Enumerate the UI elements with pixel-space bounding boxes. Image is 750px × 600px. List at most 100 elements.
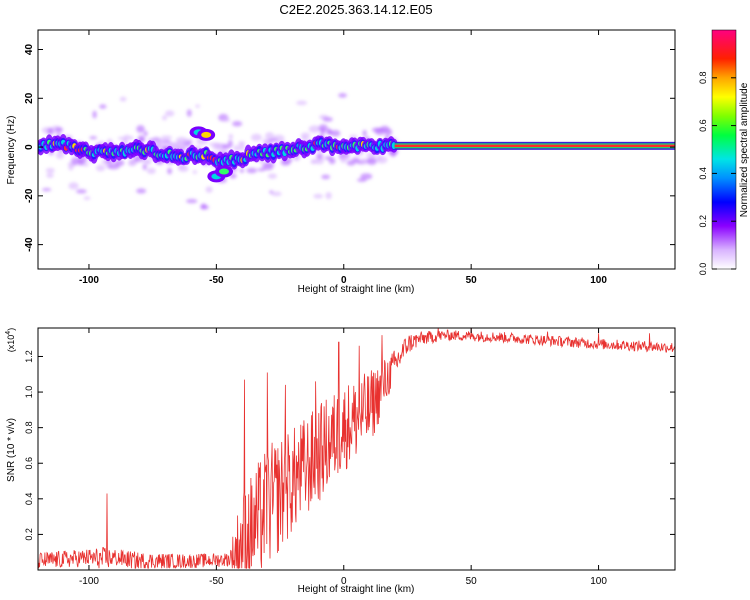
snr-xtick-label: 50 [466, 576, 478, 587]
spectrogram-xlabel: Height of straight line (km) [298, 284, 415, 295]
snr-ytick-label: 1.2 [24, 350, 34, 363]
spectrogram-ridge [38, 126, 398, 183]
spectrogram-blob [167, 167, 173, 175]
spectrogram-blob [195, 104, 200, 108]
spectrogram-blob [271, 191, 282, 197]
snr-ylabel: SNR (10 * v/v) [6, 418, 17, 482]
spectrogram-blob [262, 162, 274, 171]
spectrogram-xtick-label: 0 [341, 275, 347, 286]
spectrogram-blob [330, 130, 341, 137]
snr-scale-label: (x104) [5, 328, 16, 352]
spectrogram-blob [46, 173, 54, 178]
spectrogram-blob [136, 125, 145, 133]
spectrogram-blob [339, 154, 351, 160]
colorbar-tick-label: 0.6 [698, 119, 708, 132]
spectrogram-blob [322, 116, 333, 122]
snr-scale-prefix: (x10 [6, 335, 16, 353]
spectrogram-blob [134, 156, 139, 162]
spectrogram-blob [221, 144, 231, 150]
spectrogram-blob [119, 96, 127, 102]
spectrogram-blob [227, 139, 233, 148]
spectrogram-blob [136, 188, 147, 194]
spectrogram-blob [380, 125, 390, 132]
spectrogram-blob [318, 124, 328, 132]
spectrogram-blob [99, 104, 107, 109]
snr-xtick-label: 100 [590, 576, 607, 587]
spectrogram-blob [316, 152, 324, 160]
spectrogram-side-blob-core [201, 131, 212, 138]
spectrogram-side-blob-core [219, 168, 230, 175]
spectrogram-blob [129, 136, 134, 140]
spectrogram-blob [313, 193, 324, 199]
snr-frame [37, 327, 676, 571]
spectrogram-blob [107, 163, 120, 170]
spectrogram-blob [54, 127, 64, 133]
colorbar-tick-label: 0.4 [698, 167, 708, 180]
spectrogram-ytick-label: 0 [24, 144, 35, 150]
spectrogram-xtick-label: -100 [79, 275, 99, 286]
svg-text:(x104): (x104) [5, 328, 16, 352]
spectrogram-blob [228, 133, 234, 140]
spectrogram-blob [250, 133, 262, 142]
colorbar-tick-label: 0.2 [698, 215, 708, 228]
spectrogram-blob [55, 151, 65, 160]
spectrogram-blob [232, 121, 243, 127]
spectrogram-blob [152, 138, 164, 144]
spectrogram-blob [352, 157, 360, 163]
spectrogram-blob [340, 158, 347, 164]
snr-series-line [38, 328, 675, 569]
chart-title: C2E2.2025.363.14.12.E05 [279, 2, 432, 17]
spectrogram-blob [186, 198, 198, 204]
spectrogram-blob [233, 145, 240, 152]
colorbar-label: Normalized spectral amplitude [739, 82, 750, 217]
spectrogram-blob [89, 136, 98, 140]
spectrogram-blob [267, 173, 277, 179]
colorbar: 0.0 0.2 0.4 0.6 0.8 Normalized spectral ampl… [698, 29, 750, 275]
spectrogram-blob [246, 167, 258, 174]
spectrogram-blob [176, 140, 183, 146]
spectrogram-blob [162, 115, 168, 121]
colorbar-tick-label: 0.8 [698, 72, 708, 85]
spectrogram-xtick-label: 100 [590, 275, 607, 286]
spectrogram-ytick-label: 20 [24, 92, 35, 104]
spectrogram-blob [296, 100, 308, 106]
snr-xtick-label: 0 [341, 576, 347, 587]
spectrogram-blob [192, 170, 198, 174]
spectrogram-blob [366, 157, 378, 166]
snr-xtick-label: -50 [209, 576, 224, 587]
spectrogram-blob [300, 132, 311, 139]
spectrogram-blob [75, 189, 87, 194]
spectrogram-blob [143, 130, 148, 137]
spectrogram-blob [260, 160, 265, 164]
spectrogram-blob [238, 143, 245, 152]
spectrogram-blob [68, 164, 74, 171]
spectrogram-blob [376, 156, 388, 164]
spectrogram-blob [45, 168, 55, 174]
spectrogram-blob [338, 93, 347, 98]
spectrogram-blob [308, 125, 321, 133]
spectrogram-ytick-label: 40 [24, 44, 35, 56]
spectrogram-blob [186, 109, 192, 117]
spectrogram-blob [208, 142, 221, 147]
spectrogram-blob [205, 186, 213, 193]
spectrogram-blob [239, 168, 245, 173]
spectrogram-blob [265, 132, 275, 140]
snr-ytick-label: 0.2 [24, 528, 34, 541]
spectrogram-xtick-label: -50 [209, 275, 224, 286]
spectrogram-blob [123, 134, 131, 140]
snr-ytick-label: 0.4 [24, 493, 34, 506]
spectrogram-blob [371, 127, 383, 133]
spectrogram-blob [83, 196, 91, 200]
snr-ytick-label: 0.8 [24, 421, 34, 434]
snr-scale-exponent: 4 [5, 331, 12, 335]
spectrogram-blob [362, 129, 367, 137]
spectrogram-blob [311, 158, 317, 163]
spectrogram-blob [82, 162, 90, 167]
spectrogram-blob [96, 164, 106, 172]
spectrogram-blob [325, 191, 332, 200]
spectrogram-blob [146, 167, 156, 175]
spectrogram-panel: -100 -50 0 50 100 -40 -20 0 20 40 Height of strai… [6, 29, 676, 295]
spectrogram-blob [280, 160, 291, 166]
spectrogram-blob [92, 110, 97, 119]
spectrogram-blob [47, 127, 54, 136]
